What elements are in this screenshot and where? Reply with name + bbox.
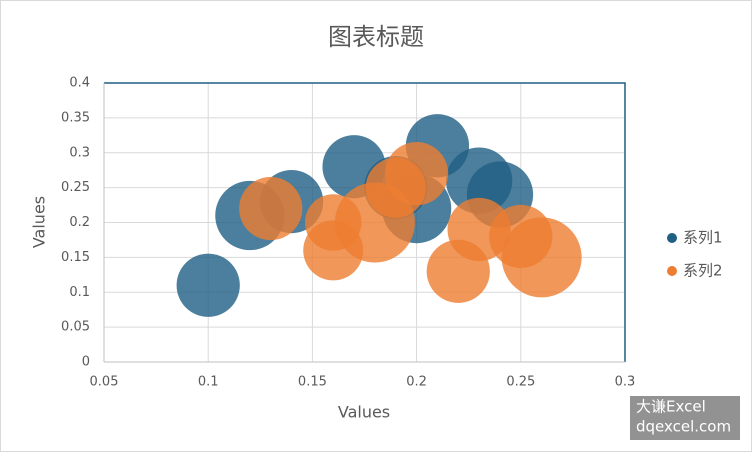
y-tick-label: 0.15 <box>61 250 90 265</box>
y-tick-label: 0.25 <box>61 180 90 195</box>
y-tick-label: 0.4 <box>69 76 90 91</box>
x-tick-label: 0.3 <box>615 375 636 390</box>
x-tick-label: 0.2 <box>406 375 427 390</box>
y-tick-label: 0.2 <box>69 215 90 230</box>
x-tick-label: 0.25 <box>506 375 535 390</box>
bubble <box>365 157 426 218</box>
y-tick-label: 0 <box>82 355 90 370</box>
watermark-box <box>630 396 740 440</box>
legend-label: 系列1 <box>683 229 723 247</box>
y-tick-label: 0.3 <box>69 145 90 160</box>
watermark: dqexcel.com <box>636 418 731 436</box>
y-tick-label: 0.05 <box>61 320 90 335</box>
plot-area <box>103 82 626 363</box>
legend-label: 系列2 <box>683 262 723 280</box>
x-axis-title: Values <box>338 403 390 422</box>
bubble <box>239 176 303 241</box>
watermark: 大谦Excel <box>636 398 706 416</box>
legend-marker <box>667 233 677 243</box>
bubble <box>501 217 582 298</box>
y-tick-label: 0.1 <box>69 285 90 300</box>
legend-marker <box>667 266 677 276</box>
legend: 系列1 系列2 <box>667 229 723 280</box>
x-tick-label: 0.15 <box>298 375 327 390</box>
plot-border <box>104 82 626 362</box>
bubble <box>176 253 240 317</box>
x-tick-label: 0.1 <box>198 375 219 390</box>
x-tick-label: 0.05 <box>90 375 119 390</box>
y-axis-title: Values <box>30 196 49 248</box>
y-tick-label: 0.35 <box>61 110 90 125</box>
chart-title: 图表标题 <box>328 23 424 51</box>
